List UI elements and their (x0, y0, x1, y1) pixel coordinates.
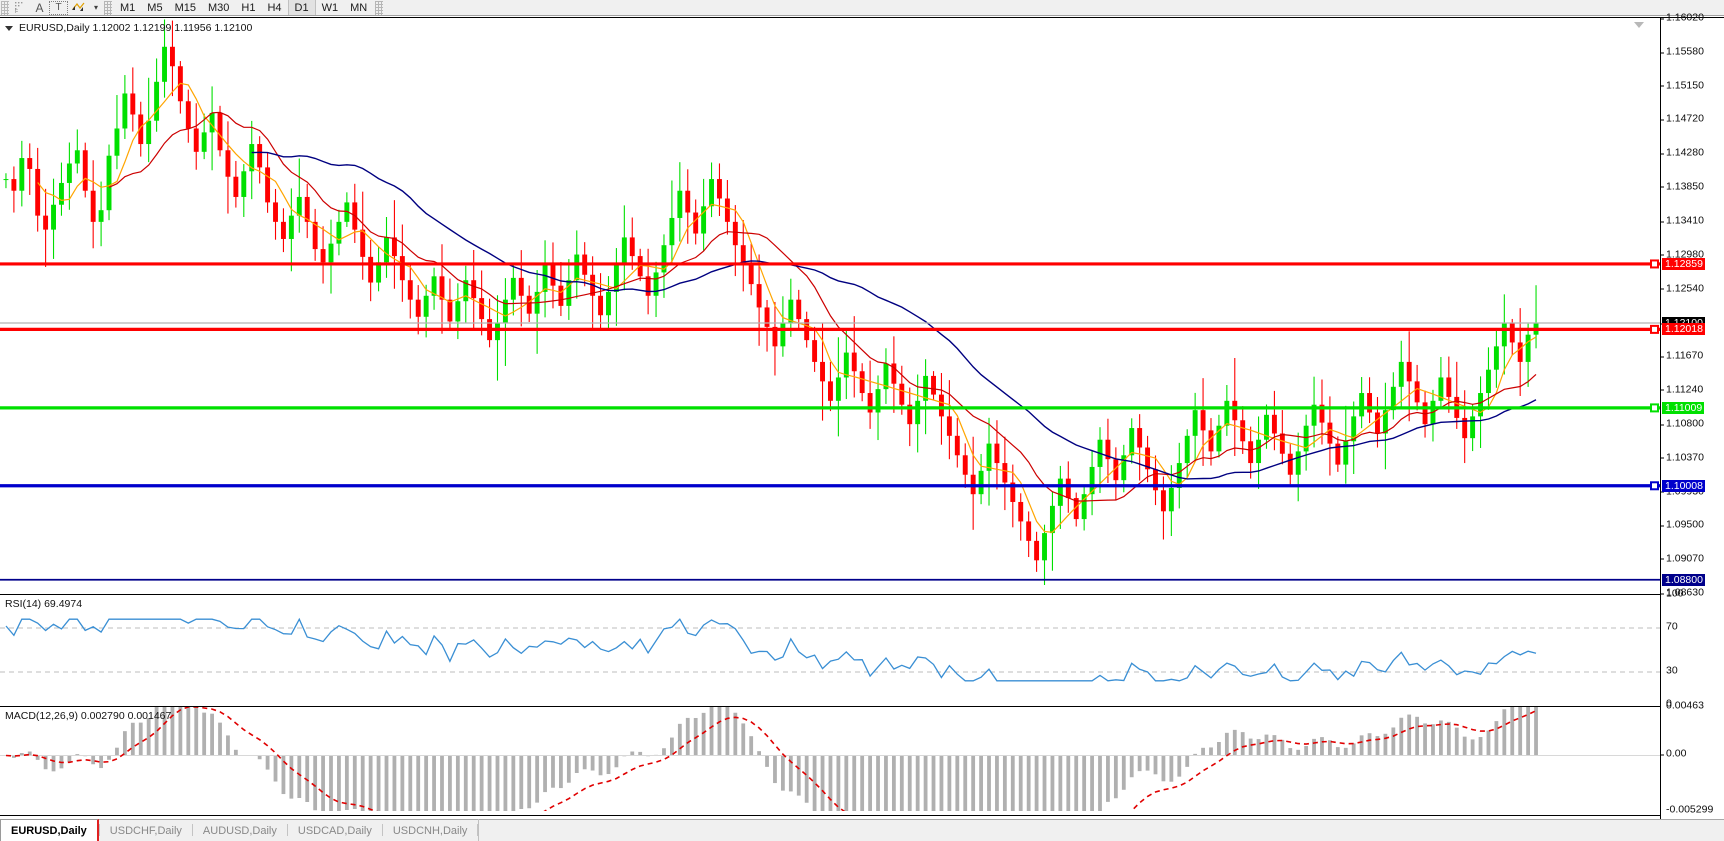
rsi-pane[interactable]: RSI(14) 69.4974 (0, 594, 1660, 705)
main-toolbar: F A T ▾ M1 M5 M15 M30 H1 H4 D1 W1 MN (0, 0, 1724, 16)
tick-mark (1661, 254, 1664, 256)
chart-tabbar: EURUSD,Daily USDCHF,Daily AUDUSD,Daily USDC… (0, 819, 1724, 841)
price-axis-tick: 1.12980 (1661, 249, 1704, 260)
macd-header: MACD(12,26,9) 0.002790 0.001467 (5, 710, 172, 722)
tick-mark (1661, 18, 1664, 19)
tick-mark (1661, 85, 1664, 87)
rsi-axis-tick: 70 (1666, 620, 1678, 633)
tab-separator (286, 824, 288, 836)
macd-pane[interactable]: MACD(12,26,9) 0.002790 0.001467 (0, 706, 1660, 811)
rsi-axis-tick: 0 (1666, 697, 1672, 710)
chart-header-text: EURUSD,Daily 1.12002 1.12199 1.11956 1.1… (19, 22, 253, 34)
timeframe-group: M1 M5 M15 M30 H1 H4 D1 W1 MN (114, 0, 385, 15)
chart-tab-audusd[interactable]: AUDUSD,Daily (202, 824, 277, 837)
rsi-axis-tick: 30 (1666, 664, 1678, 677)
tick-mark (1661, 288, 1664, 290)
tick-mark (1661, 153, 1664, 155)
text-tool-icon[interactable]: A (35, 0, 44, 15)
chart-tab-eurusd[interactable]: EURUSD,Daily (0, 819, 99, 841)
price-axis-tick: 1.14280 (1661, 147, 1704, 159)
svg-text:F: F (15, 9, 18, 13)
tick-mark (1661, 221, 1664, 223)
chart-tab-usdchf[interactable]: USDCHF,Daily (109, 824, 182, 837)
price-axis-tick: 1.14720 (1661, 113, 1704, 125)
timeframe-m15[interactable]: M15 (174, 1, 196, 14)
tab-separator (98, 824, 100, 836)
chart-tab-usdcnh[interactable]: USDCNH,Daily (392, 824, 468, 837)
price-axis-tick: 1.10800 (1661, 418, 1704, 430)
tick-mark (1661, 424, 1664, 426)
chart-area[interactable]: EURUSD,Daily 1.12002 1.12199 1.11956 1.1… (0, 12, 1724, 833)
toolbar-separator (104, 0, 112, 15)
macd-axis-tick: 0.00 (1661, 748, 1686, 760)
price-axis-tick: 1.12540 (1661, 283, 1704, 294)
tab-separator (477, 824, 479, 836)
tick-mark (1661, 119, 1664, 121)
tick-mark (1661, 356, 1664, 358)
timeframe-m5[interactable]: M5 (147, 1, 163, 14)
toolbar-separator (375, 0, 384, 15)
toolbar-grip-handle[interactable] (1, 0, 9, 15)
price-axis-tick: 1.11670 (1661, 350, 1703, 362)
rsi-chart-canvas (0, 617, 1660, 682)
rsi-header: RSI(14) 69.4974 (5, 598, 83, 610)
axis-divider (1660, 18, 1661, 820)
price-axis-tick: 1.11240 (1661, 384, 1703, 395)
timeframe-d1[interactable]: D1 (287, 0, 316, 15)
price-axis-tick: 1.16020 (1661, 12, 1704, 24)
price-level-tag-1.10008[interactable]: 1.10008 (1662, 479, 1705, 492)
price-level-tag-1.12018[interactable]: 1.12018 (1662, 323, 1705, 336)
price-axis-tick: 1.09500 (1661, 519, 1704, 531)
price-level-tag-1.08800[interactable]: 1.08800 (1662, 573, 1705, 586)
timeframe-mn[interactable]: MN (350, 1, 368, 14)
price-level-tag-1.12859[interactable]: 1.12859 (1662, 257, 1705, 270)
tick-mark (1661, 186, 1664, 188)
price-axis-tick: 1.09070 (1661, 553, 1704, 564)
price-axis-tick: 1.10370 (1661, 452, 1704, 463)
tick-mark (1661, 457, 1664, 459)
price-chart-canvas (0, 19, 1660, 586)
tick-mark (1661, 525, 1664, 527)
tick-mark (1661, 389, 1664, 391)
price-pane[interactable]: EURUSD,Daily 1.12002 1.12199 1.11956 1.1… (0, 18, 1660, 593)
price-axis-tick: 1.15150 (1661, 80, 1704, 91)
price-axis-tick: 1.15580 (1661, 46, 1704, 58)
macd-axis-tick: -0.005299 (1666, 803, 1714, 816)
timeframe-m1[interactable]: M1 (120, 1, 136, 14)
tick-mark (1661, 491, 1664, 493)
price-axis[interactable]: 1.16020 1.15580 1.15150 1.14720 1.14280 1.138… (1661, 12, 1724, 820)
timeframe-m30[interactable]: M30 (207, 1, 230, 14)
macd-axis-tick: 0.00463 (1666, 699, 1704, 712)
price-axis-tick: 1.13850 (1661, 181, 1704, 192)
tick-mark (1661, 593, 1664, 594)
tab-separator (191, 824, 193, 836)
timeframe-h4[interactable]: H4 (267, 1, 282, 14)
timeframe-h1[interactable]: H1 (241, 1, 256, 14)
text-label-icon[interactable]: T (49, 0, 68, 15)
price-axis-tick: 1.08630 (1661, 587, 1704, 599)
price-axis-tick: 1.13410 (1661, 215, 1704, 227)
price-level-tag-1.11009[interactable]: 1.11009 (1662, 401, 1705, 414)
chart-header: EURUSD,Daily 1.12002 1.12199 1.11956 1.1… (5, 22, 252, 34)
tick-mark (1661, 52, 1664, 54)
shapes-icon[interactable] (68, 0, 90, 15)
tab-separator (381, 824, 383, 836)
timeframe-w1[interactable]: W1 (321, 1, 339, 14)
chart-tab-usdcad[interactable]: USDCAD,Daily (297, 824, 372, 837)
tick-mark (1661, 754, 1664, 756)
chart-tabs: EURUSD,Daily USDCHF,Daily AUDUSD,Daily USDC… (0, 819, 479, 841)
tick-mark (1661, 558, 1664, 560)
macd-chart-canvas (0, 707, 1660, 811)
pane-collapse-icon[interactable] (1634, 22, 1644, 28)
tabbar-empty-area (478, 819, 1724, 841)
chart-collapse-caret-icon[interactable] (5, 25, 13, 31)
dropdown-arrow-icon[interactable]: ▾ (93, 3, 98, 12)
crosshair-icon[interactable]: F (11, 0, 30, 15)
rsi-axis-tick: 100 (1666, 587, 1684, 600)
